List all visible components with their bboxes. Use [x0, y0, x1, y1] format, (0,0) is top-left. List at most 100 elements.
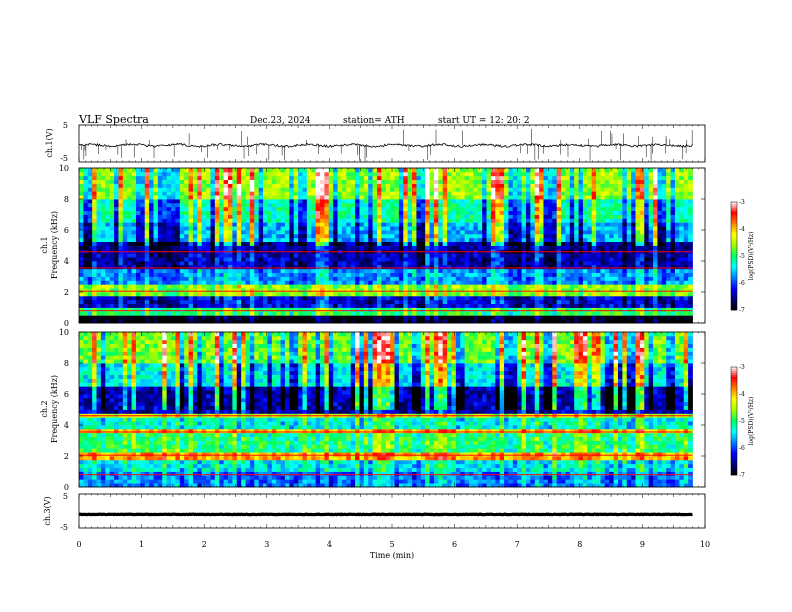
- spectrogram-cell: [670, 272, 676, 277]
- spectrogram-cell: [79, 272, 84, 277]
- spectrogram-cell: [622, 218, 628, 223]
- spectrogram-cell: [464, 264, 470, 270]
- spectrogram-cell: [289, 222, 295, 227]
- spectrogram-cell: [206, 199, 211, 204]
- spectrogram-cell: [201, 206, 207, 212]
- spectrogram-cell: [293, 311, 299, 316]
- spectrogram-cell: [192, 319, 198, 324]
- spectrogram-cell: [477, 295, 483, 301]
- spectrogram-cell: [166, 202, 172, 208]
- spectrogram-cell: [232, 319, 238, 324]
- spectrogram-cell: [118, 206, 124, 212]
- spectrogram-cell: [184, 295, 189, 301]
- spectrogram-cell: [508, 307, 514, 312]
- spectrogram-cell: [574, 280, 579, 285]
- spectrogram-cell: [179, 315, 185, 320]
- spectrogram-cell: [442, 299, 448, 305]
- spectrogram-cell: [254, 292, 260, 297]
- spectrogram-cell: [320, 261, 325, 266]
- spectrogram-cell: [639, 199, 645, 204]
- spectrogram-cell: [657, 226, 663, 231]
- spectrogram-cell: [179, 218, 185, 223]
- spectrogram-cell: [508, 222, 514, 227]
- spectrogram-cell: [293, 210, 299, 215]
- spectrogram-cell: [157, 233, 163, 239]
- spectrogram-cell: [293, 292, 299, 297]
- spectrogram-cell: [398, 276, 404, 281]
- spectrogram-cell: [403, 187, 409, 192]
- spectrogram-cell: [267, 191, 273, 196]
- spectrogram-cell: [188, 195, 194, 200]
- spectrogram-cell: [547, 299, 553, 305]
- spectrogram-cell: [188, 253, 194, 258]
- spectrogram-cell: [438, 303, 444, 308]
- spectrogram-cell: [556, 261, 562, 266]
- spectrogram-cell: [149, 268, 154, 274]
- spectrogram-cell: [504, 268, 509, 274]
- spectrogram-cell: [429, 292, 435, 297]
- spectrogram-cell: [613, 268, 619, 274]
- spectrogram-cell: [157, 230, 163, 235]
- spectrogram-cell: [609, 245, 614, 250]
- spectrogram-cell: [206, 233, 211, 239]
- spectrogram-cell: [451, 303, 457, 308]
- spectrogram-cell: [679, 195, 685, 200]
- spectrogram-cell: [311, 315, 317, 320]
- spectrogram-cell: [92, 276, 97, 281]
- spectrogram-cell: [302, 284, 308, 289]
- spectrogram-cell: [539, 187, 544, 192]
- spectrogram-cell: [92, 272, 97, 277]
- spectrogram-cell: [284, 230, 290, 235]
- spectrogram-cell: [543, 299, 549, 305]
- spectrogram-cell: [210, 218, 216, 223]
- spectrogram-cell: [149, 191, 154, 196]
- spectrogram-cell: [648, 230, 654, 235]
- spectrogram-cell: [293, 191, 299, 196]
- spectrogram-cell: [455, 187, 461, 192]
- spectrogram-cell: [565, 202, 571, 208]
- spectrogram-cell: [644, 307, 650, 312]
- spectrogram-cell: [582, 261, 588, 266]
- spectrogram-cell: [118, 295, 124, 301]
- spectrogram-cell: [276, 261, 281, 266]
- spectrogram-cell: [398, 226, 404, 231]
- spectrogram-cell: [666, 206, 671, 212]
- spectrogram-cell: [324, 284, 330, 289]
- spectrogram-cell: [298, 199, 303, 204]
- spectrogram-cell: [206, 222, 211, 227]
- spectrogram-cell: [346, 206, 352, 212]
- spectrogram-cell: [350, 241, 356, 246]
- spectrogram-cell: [688, 218, 693, 223]
- spectrogram-cell: [635, 199, 641, 204]
- spectrogram-cell: [254, 284, 260, 289]
- spectrogram-cell: [600, 233, 606, 239]
- spectrogram-cell: [96, 292, 102, 297]
- spectrogram-cell: [591, 214, 597, 219]
- spectrogram-cell: [135, 303, 141, 308]
- spectrogram-cell: [175, 230, 181, 235]
- spectrogram-cell: [552, 295, 558, 301]
- spectrogram-cell: [166, 295, 172, 301]
- spectrogram-cell: [578, 292, 584, 297]
- spectrogram-cell: [192, 233, 198, 239]
- spectrogram-cell: [372, 218, 378, 223]
- spectrogram-cell: [96, 315, 102, 320]
- spectrogram-cell: [298, 253, 303, 258]
- spectrogram-cell: [219, 307, 224, 312]
- spectrogram-cell: [582, 276, 588, 281]
- spectrogram-cell: [131, 299, 137, 305]
- spectrogram-cell: [644, 195, 650, 200]
- spectrogram-cell: [631, 303, 636, 308]
- spectrogram-cell: [96, 288, 102, 293]
- spectrogram-cell: [469, 241, 474, 246]
- spectrogram-cell: [477, 214, 483, 219]
- spectrogram-cell: [657, 214, 663, 219]
- spectrogram-cell: [271, 199, 277, 204]
- spectrogram-cell: [451, 284, 457, 289]
- spectrogram-cell: [135, 214, 141, 219]
- spectrogram-cell: [293, 202, 299, 208]
- spectrogram-cell: [425, 230, 430, 235]
- spectrogram-cell: [219, 222, 224, 227]
- spectrogram-cell: [635, 253, 641, 258]
- spectrogram-cell: [407, 195, 413, 200]
